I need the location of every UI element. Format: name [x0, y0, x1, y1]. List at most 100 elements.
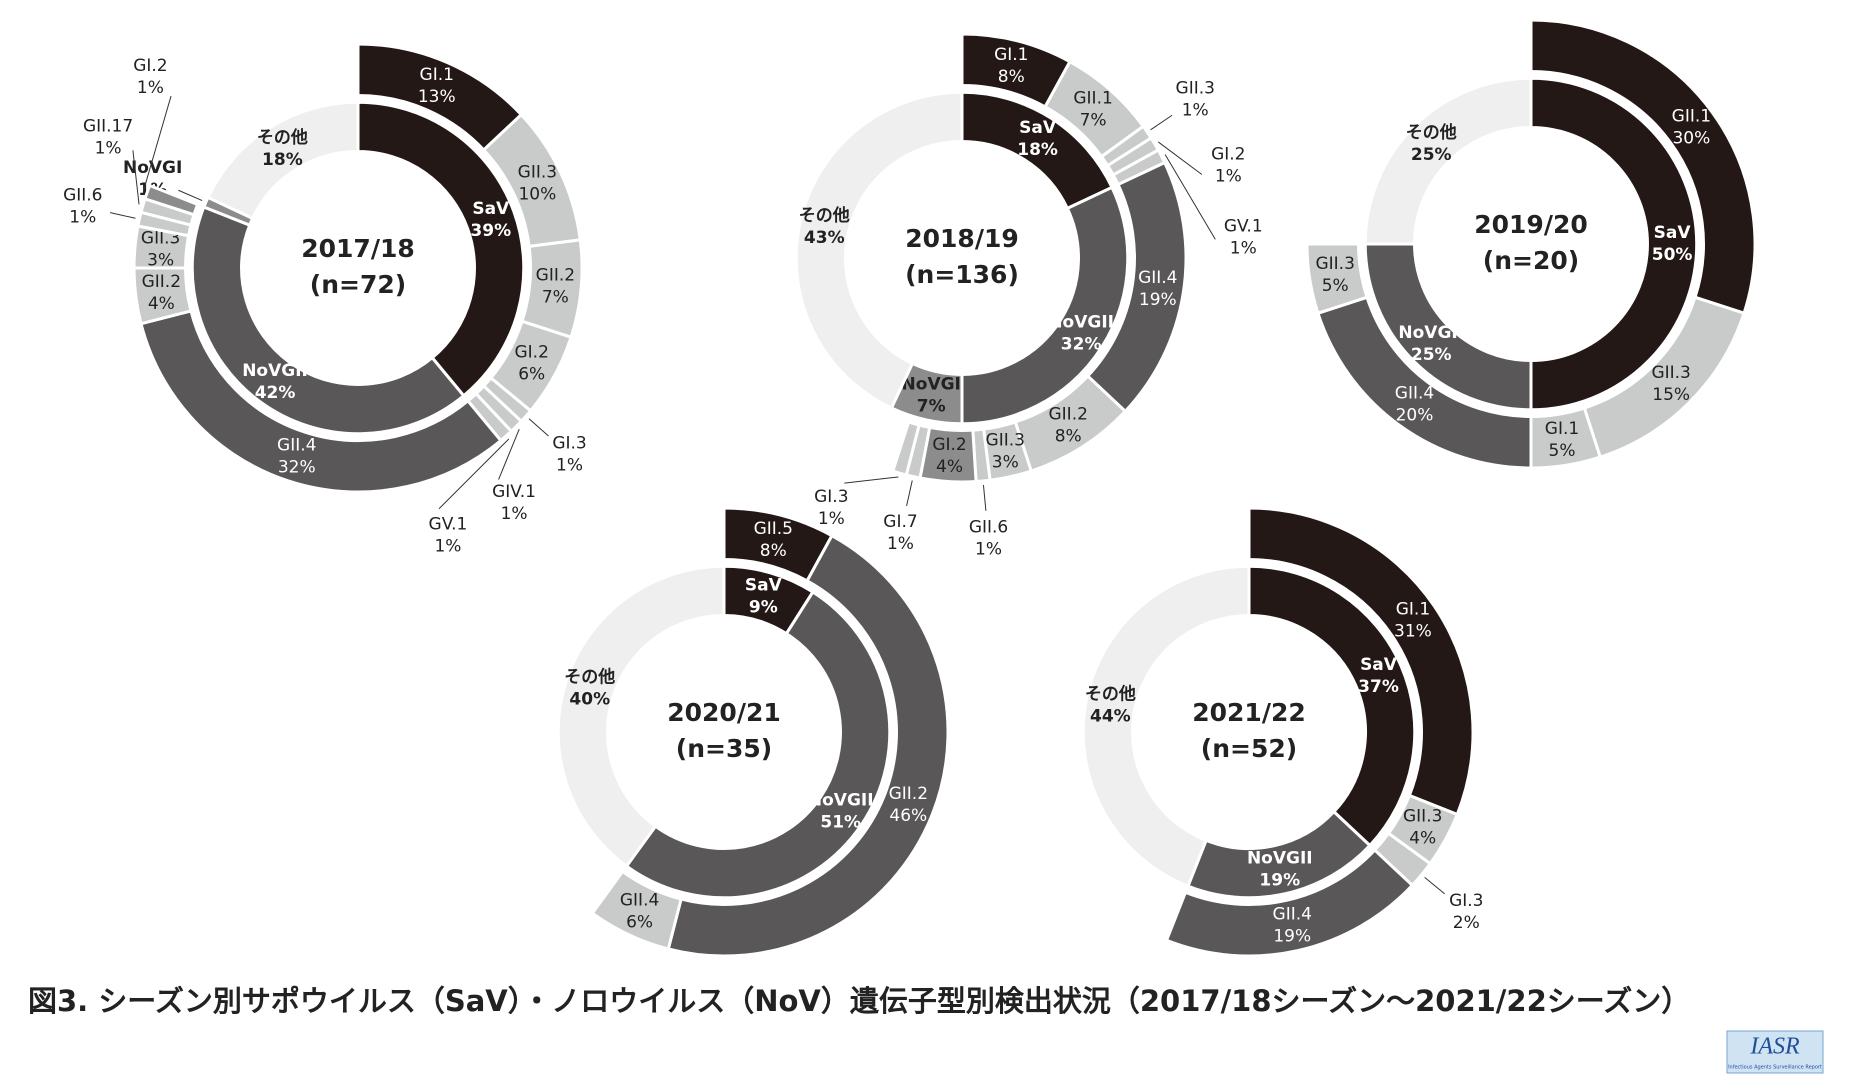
segment-label: GI.7 — [883, 512, 917, 532]
segment-value: 25% — [1411, 345, 1452, 365]
segment-value: 37% — [1358, 677, 1399, 697]
donut-segment — [890, 420, 921, 477]
segment-value: 7% — [917, 397, 946, 417]
leader-line — [110, 212, 136, 219]
segment-value: 18% — [1017, 140, 1058, 160]
segment-value: 5% — [1549, 441, 1576, 461]
segment-value: 1% — [1182, 100, 1209, 120]
chart-title: 2017/18 — [301, 234, 415, 263]
segment-value: 30% — [1672, 128, 1710, 148]
segment-value: 19% — [1259, 871, 1300, 891]
segment-value: 32% — [1061, 335, 1102, 355]
segment-label: NoVGII — [1048, 313, 1114, 333]
leader-line — [1157, 141, 1203, 175]
segment-label: SaV — [472, 199, 510, 219]
leader-line — [132, 150, 140, 205]
segment-label: その他 — [1085, 684, 1136, 705]
segment-label: GII.3 — [1651, 363, 1690, 383]
segment-value: 10% — [518, 185, 556, 205]
segment-value: 3% — [147, 250, 174, 270]
segment-label: GI.1 — [1545, 419, 1579, 439]
chart-subtitle: (n=35) — [676, 734, 772, 763]
segment-value: 1% — [975, 540, 1002, 560]
donut-segment — [556, 564, 726, 869]
segment-value: 40% — [569, 689, 610, 709]
segment-value: 4% — [936, 457, 963, 477]
segment-value: 3% — [992, 452, 1019, 472]
segment-value: 1% — [69, 207, 96, 227]
segment-label: GI.2 — [133, 56, 167, 76]
segment-label: GII.2 — [142, 272, 181, 292]
chart-subtitle: (n=52) — [1201, 734, 1297, 763]
segment-label: GII.4 — [1273, 904, 1312, 924]
segment-label: GII.4 — [620, 890, 659, 910]
chart-subtitle: (n=20) — [1483, 246, 1579, 275]
segment-label: GI.1 — [420, 65, 454, 85]
segment-label: NoVGII — [808, 790, 874, 810]
segment-value: 15% — [1652, 385, 1690, 405]
chart-subtitle: (n=136) — [905, 260, 1019, 289]
donut-segment — [590, 869, 683, 951]
segment-value: 2% — [1453, 913, 1480, 933]
donut-segment — [1529, 76, 1699, 412]
segment-label: NoVGI — [123, 158, 182, 178]
leader-line — [906, 480, 913, 506]
segment-value: 1% — [501, 504, 528, 524]
leader-line — [498, 429, 520, 480]
segment-label: GI.2 — [932, 435, 966, 455]
segment-value: 1% — [556, 455, 583, 475]
segment-value: 51% — [820, 812, 861, 832]
leader-line — [1424, 876, 1446, 895]
segment-value: 1% — [137, 78, 164, 98]
segment-label: GII.3 — [1403, 807, 1442, 827]
segment-label: GII.4 — [277, 436, 316, 456]
segment-label: SaV — [1019, 118, 1057, 138]
segment-value: 6% — [626, 912, 653, 932]
leader-line — [178, 189, 203, 202]
segment-label: GV.1 — [429, 514, 468, 534]
leader-line — [142, 95, 172, 191]
segment-label: SaV — [1654, 223, 1692, 243]
leader-line — [438, 438, 510, 510]
segment-value: 8% — [998, 67, 1025, 87]
donut-segment — [1305, 242, 1369, 316]
donut-chart: SaV18%NoVGII32%NoVGI7%その他43%GI.18%GII.17… — [794, 32, 1263, 560]
donut-segment — [143, 183, 200, 217]
segment-value: 6% — [518, 365, 545, 385]
segment-value: 8% — [1055, 426, 1082, 446]
segment-value: 19% — [1273, 926, 1311, 946]
segment-label: GII.6 — [63, 185, 102, 205]
segment-label: GII.2 — [889, 784, 928, 804]
segment-value: 46% — [889, 806, 927, 826]
segment-value: 5% — [1322, 276, 1349, 296]
segment-value: 9% — [749, 597, 778, 617]
logo-subtitle: Infectious Agents Surveillance Report — [1728, 1065, 1822, 1071]
segment-value: 1% — [434, 536, 461, 556]
segment-value: 31% — [1394, 622, 1432, 642]
segment-label: GII.3 — [1315, 254, 1354, 274]
donut-segment — [356, 100, 526, 398]
segment-value: 25% — [1411, 145, 1452, 165]
donut-chart: SaV50%NoVGII25%その他25%GII.130%GII.315%GI.… — [1305, 18, 1757, 470]
segment-value: 32% — [278, 458, 316, 478]
segment-label: GI.3 — [552, 433, 586, 453]
segment-label: NoVGII — [1398, 323, 1464, 343]
segment-label: その他 — [1406, 122, 1457, 143]
segment-label: GII.3 — [518, 163, 557, 183]
leader-line — [844, 476, 899, 484]
segment-label: GII.5 — [754, 519, 793, 539]
segment-value: 39% — [470, 221, 511, 241]
segment-label: その他 — [257, 127, 308, 148]
leader-line — [528, 418, 549, 437]
segment-label: NoVGII — [242, 361, 308, 381]
caption: 図3. シーズン別サポウイルス（SaV）・ノロウイルス（NoV）遺伝子型別検出状… — [28, 984, 1690, 1018]
segment-label: GII.2 — [536, 266, 575, 286]
segment-label: SaV — [1360, 655, 1398, 675]
donut-segment — [139, 309, 503, 494]
donut-segment — [206, 100, 360, 221]
segment-value: 44% — [1090, 707, 1131, 727]
chart-title: 2021/22 — [1192, 698, 1306, 727]
segment-value: 1% — [1230, 238, 1257, 258]
